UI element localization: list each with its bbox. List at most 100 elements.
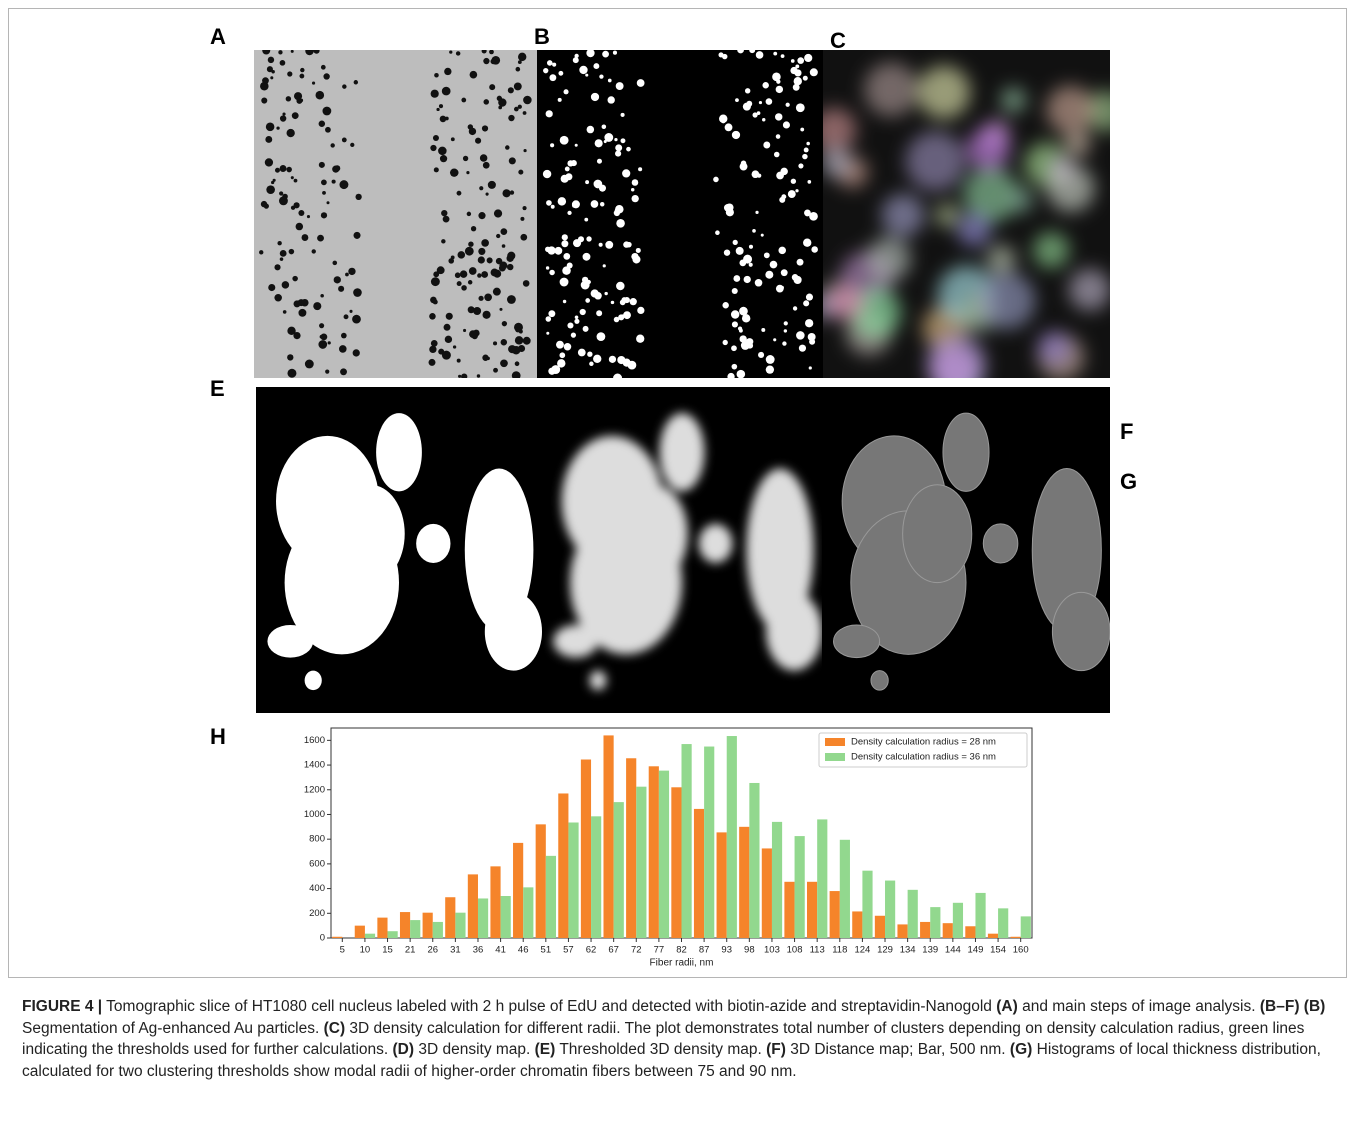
density xyxy=(823,62,1110,378)
particle xyxy=(596,158,602,164)
particle xyxy=(352,349,360,357)
particle xyxy=(499,307,503,311)
region xyxy=(484,592,542,671)
blob xyxy=(1064,131,1091,157)
particle xyxy=(339,180,349,190)
region xyxy=(376,413,422,492)
bar xyxy=(636,786,647,938)
particle xyxy=(520,233,528,241)
particle xyxy=(265,122,275,132)
caption-text: (B–F) (B) xyxy=(1259,998,1326,1015)
region xyxy=(336,484,405,583)
particle xyxy=(353,288,362,297)
particle xyxy=(266,185,275,194)
particle xyxy=(274,293,282,302)
particle xyxy=(567,322,574,329)
bar xyxy=(422,912,433,938)
particle xyxy=(598,184,606,192)
particle xyxy=(593,63,600,70)
particle xyxy=(444,67,452,76)
particle xyxy=(637,306,645,315)
particle xyxy=(267,56,275,64)
particle xyxy=(567,160,574,167)
particle xyxy=(761,327,766,332)
particle xyxy=(732,239,738,245)
particle xyxy=(450,137,455,142)
particle xyxy=(715,230,720,236)
particle xyxy=(466,211,472,217)
particle xyxy=(627,360,637,370)
particle xyxy=(559,352,566,359)
bar xyxy=(907,889,918,938)
particle xyxy=(311,81,316,85)
bar xyxy=(613,802,624,938)
particle xyxy=(586,125,595,134)
particle xyxy=(353,231,361,239)
particle xyxy=(550,143,555,148)
blob xyxy=(1033,232,1070,269)
region xyxy=(942,412,990,492)
particle xyxy=(330,143,335,148)
particle xyxy=(731,287,738,295)
particle xyxy=(742,102,751,111)
particle xyxy=(727,372,735,378)
particle xyxy=(432,299,438,305)
blob xyxy=(917,65,971,119)
region xyxy=(416,523,451,564)
particle xyxy=(454,272,461,279)
region xyxy=(766,592,822,671)
particle xyxy=(517,104,522,109)
particle xyxy=(430,277,440,287)
region xyxy=(870,670,889,691)
particle xyxy=(765,98,773,105)
particle xyxy=(523,148,527,153)
particle xyxy=(776,79,781,84)
particle xyxy=(481,50,487,54)
particle xyxy=(281,281,290,289)
particle xyxy=(287,326,296,336)
particle xyxy=(476,374,481,378)
region xyxy=(267,624,314,658)
particle xyxy=(489,84,496,91)
particle xyxy=(623,311,631,320)
particle xyxy=(489,50,494,55)
particle xyxy=(574,53,579,58)
legend-label: Density calculation radius = 28 nm xyxy=(851,737,996,748)
particle xyxy=(772,72,781,82)
particle xyxy=(515,66,521,72)
bar xyxy=(377,917,388,938)
particle xyxy=(473,307,482,315)
x-tick-label: 72 xyxy=(631,945,642,956)
bar xyxy=(784,881,795,938)
blob xyxy=(1000,87,1027,113)
bar xyxy=(885,880,896,938)
particle xyxy=(559,135,569,145)
particle xyxy=(778,246,787,255)
caption-text: (C) xyxy=(323,1019,346,1037)
particle xyxy=(571,200,580,209)
particle xyxy=(620,314,625,319)
particle xyxy=(311,249,316,254)
particle xyxy=(326,201,330,205)
blob xyxy=(1007,186,1034,214)
x-tick-label: 144 xyxy=(945,945,961,956)
bar xyxy=(671,787,682,938)
particle xyxy=(318,120,326,128)
particle xyxy=(599,74,604,79)
particle xyxy=(748,262,753,267)
particle xyxy=(545,110,553,118)
particle xyxy=(436,107,440,112)
y-tick-label: 1600 xyxy=(304,735,325,746)
particle xyxy=(287,368,297,378)
bar xyxy=(704,746,715,938)
particle xyxy=(796,258,804,266)
particle xyxy=(428,358,436,366)
bar xyxy=(975,892,986,938)
particle xyxy=(485,192,489,196)
particle xyxy=(481,271,489,278)
particle xyxy=(430,339,438,347)
particle xyxy=(798,163,804,169)
particle xyxy=(304,359,314,369)
particle xyxy=(319,334,324,339)
particle xyxy=(263,203,269,209)
